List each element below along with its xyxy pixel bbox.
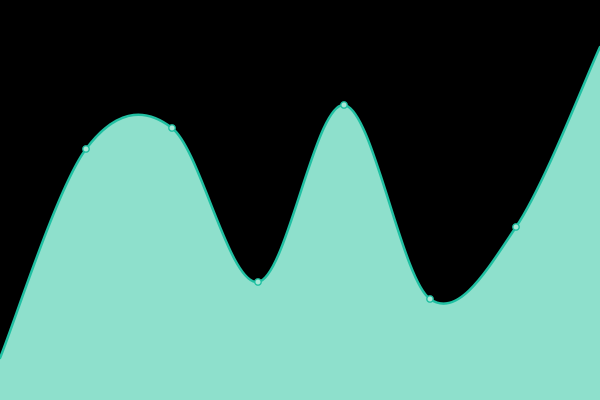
- data-point-marker: [254, 278, 262, 286]
- data-point-marker: [168, 124, 176, 132]
- data-point-marker: [426, 295, 434, 303]
- area-fill: [0, 47, 600, 400]
- data-point-marker: [82, 145, 90, 153]
- data-point-markers: [82, 101, 520, 303]
- data-point-marker: [340, 101, 348, 109]
- data-point-marker: [512, 223, 520, 231]
